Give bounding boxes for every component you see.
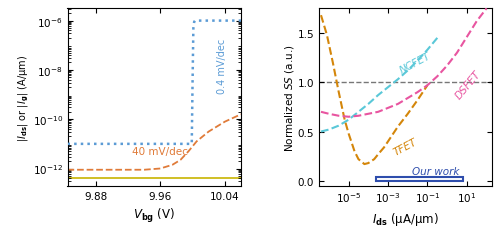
Text: 40 mV/dec: 40 mV/dec: [132, 147, 188, 157]
Y-axis label: $|I_\mathbf{ds}|$ or $|I_\mathbf{g}|$ (A/μm): $|I_\mathbf{ds}|$ or $|I_\mathbf{g}|$ (A…: [16, 54, 31, 141]
Bar: [376, 177, 462, 181]
Y-axis label: Normalized $SS$ (a.u.): Normalized $SS$ (a.u.): [283, 44, 296, 151]
Text: TFET: TFET: [392, 137, 419, 158]
Text: NCFET: NCFET: [398, 50, 432, 75]
X-axis label: $I_\mathbf{ds}$ (μA/μm): $I_\mathbf{ds}$ (μA/μm): [372, 210, 439, 227]
Text: Our work: Our work: [412, 166, 459, 176]
Text: 0.4 mV/dec: 0.4 mV/dec: [216, 38, 226, 93]
Text: DSFET: DSFET: [454, 69, 484, 100]
X-axis label: $V_\mathbf{bg}$ (V): $V_\mathbf{bg}$ (V): [133, 206, 176, 224]
